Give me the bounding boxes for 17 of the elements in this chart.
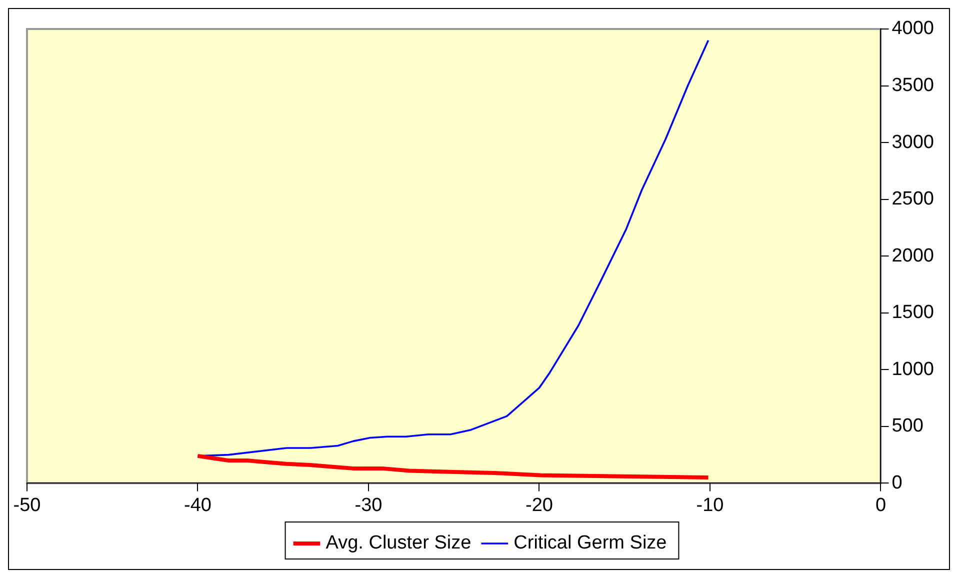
y-tick-label: 3000 bbox=[892, 132, 934, 153]
x-tick-label: -50 bbox=[13, 494, 41, 516]
x-tick-label: -30 bbox=[354, 494, 382, 516]
x-tick-label: -40 bbox=[184, 494, 212, 516]
y-tick-label: 1500 bbox=[892, 302, 934, 324]
y-tick-label: 0 bbox=[892, 472, 902, 494]
y-tick-label: 3500 bbox=[892, 75, 934, 96]
y-tick-label: 4000 bbox=[892, 18, 934, 40]
x-tick-label: 0 bbox=[875, 494, 886, 516]
legend-label: Avg. Cluster Size bbox=[326, 532, 472, 554]
y-tick-label: 2500 bbox=[892, 188, 934, 210]
y-tick-label: 1000 bbox=[892, 358, 934, 380]
x-tick-label: -20 bbox=[526, 494, 553, 516]
y-tick-label: 500 bbox=[892, 416, 924, 437]
x-tick-label: -10 bbox=[696, 494, 724, 516]
y-tick-label: 2000 bbox=[892, 245, 934, 266]
legend-label: Critical Germ Size bbox=[514, 532, 667, 554]
